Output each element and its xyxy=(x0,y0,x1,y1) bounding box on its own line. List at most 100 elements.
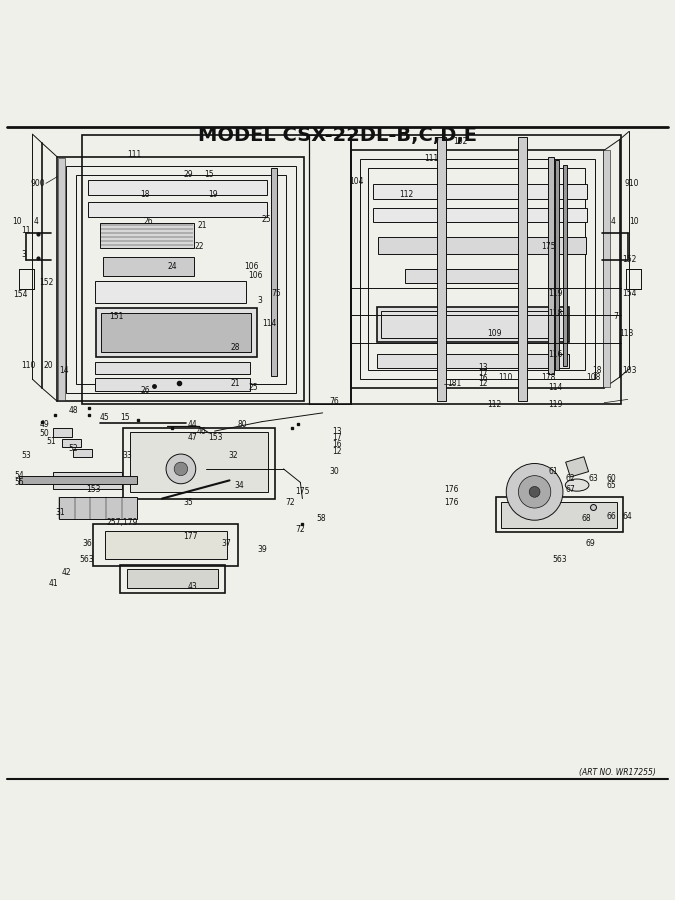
Circle shape xyxy=(166,454,196,484)
Text: 18: 18 xyxy=(140,191,150,200)
Text: 50: 50 xyxy=(39,429,49,438)
Text: 900: 900 xyxy=(30,179,45,188)
Text: 61: 61 xyxy=(548,467,558,476)
Bar xyxy=(120,565,225,593)
Bar xyxy=(58,158,65,400)
Text: 26: 26 xyxy=(140,386,150,395)
Text: 16: 16 xyxy=(478,374,487,383)
Text: 112: 112 xyxy=(400,191,414,200)
Text: 109: 109 xyxy=(487,329,502,338)
Text: 119: 119 xyxy=(548,400,562,409)
Bar xyxy=(19,269,34,290)
Text: 154: 154 xyxy=(14,290,28,299)
Circle shape xyxy=(518,475,551,508)
Bar xyxy=(62,438,81,446)
Bar xyxy=(96,308,256,356)
Bar xyxy=(351,136,621,404)
Text: 177: 177 xyxy=(184,532,198,541)
Text: 110: 110 xyxy=(498,373,512,382)
Text: 52: 52 xyxy=(69,444,78,453)
Text: 10: 10 xyxy=(629,218,639,227)
Text: 76: 76 xyxy=(329,397,339,406)
Bar xyxy=(563,166,567,366)
Text: 24: 24 xyxy=(167,262,177,271)
Text: 51: 51 xyxy=(46,437,55,446)
Bar xyxy=(93,524,238,566)
Text: 75: 75 xyxy=(271,289,281,298)
Bar xyxy=(101,313,251,352)
Text: 106: 106 xyxy=(244,262,259,271)
Text: 80: 80 xyxy=(238,419,247,428)
Text: 14: 14 xyxy=(59,365,69,374)
Text: 17: 17 xyxy=(478,369,487,378)
Text: 116: 116 xyxy=(548,349,562,358)
Text: 153: 153 xyxy=(208,433,222,442)
Circle shape xyxy=(506,464,563,520)
Text: 12: 12 xyxy=(478,380,487,389)
Text: 111: 111 xyxy=(424,154,438,163)
Text: 64: 64 xyxy=(622,511,632,520)
Text: 18: 18 xyxy=(593,365,602,374)
Bar xyxy=(603,150,610,387)
Bar xyxy=(123,428,275,499)
Bar xyxy=(76,175,286,383)
Text: 153: 153 xyxy=(86,484,101,493)
Text: 54: 54 xyxy=(15,472,24,481)
Text: 3: 3 xyxy=(258,296,263,305)
Text: 152: 152 xyxy=(39,278,53,287)
Bar xyxy=(105,531,227,560)
Text: 175: 175 xyxy=(296,488,310,497)
Text: 111: 111 xyxy=(127,149,141,158)
Text: 15: 15 xyxy=(120,413,130,422)
Text: 28: 28 xyxy=(231,343,240,352)
Text: 20: 20 xyxy=(44,361,53,370)
Bar xyxy=(377,307,569,342)
Text: 3: 3 xyxy=(22,249,26,259)
Text: 25: 25 xyxy=(262,214,271,223)
Text: 31: 31 xyxy=(55,508,65,517)
Text: 44: 44 xyxy=(188,419,197,428)
Text: 42: 42 xyxy=(62,569,72,578)
Text: 34: 34 xyxy=(235,481,244,490)
Text: 29: 29 xyxy=(184,170,193,179)
Bar xyxy=(555,160,559,371)
Bar xyxy=(378,238,586,254)
Bar xyxy=(95,363,250,374)
Text: MODEL CSX-22DL-B,C,D,E: MODEL CSX-22DL-B,C,D,E xyxy=(198,126,477,145)
Text: 30: 30 xyxy=(329,467,339,476)
Text: 104: 104 xyxy=(350,176,364,186)
Text: 178: 178 xyxy=(541,373,556,382)
Text: 151: 151 xyxy=(109,312,124,321)
Text: 112: 112 xyxy=(487,400,502,409)
Text: 7: 7 xyxy=(613,312,618,321)
Text: 102: 102 xyxy=(454,137,468,146)
Bar xyxy=(271,167,277,376)
Bar xyxy=(373,209,587,222)
Bar xyxy=(59,497,137,518)
Text: 60: 60 xyxy=(606,473,616,482)
Text: 32: 32 xyxy=(228,451,238,460)
Bar xyxy=(501,502,617,527)
Text: 45: 45 xyxy=(100,413,109,422)
Text: 72: 72 xyxy=(296,525,305,534)
Bar xyxy=(95,379,250,391)
Text: 43: 43 xyxy=(188,582,197,591)
Text: (ART NO. WR17255): (ART NO. WR17255) xyxy=(579,769,656,778)
Text: 33: 33 xyxy=(123,451,132,460)
Bar xyxy=(405,269,523,283)
Text: 16: 16 xyxy=(332,440,342,449)
Text: 257,179: 257,179 xyxy=(107,518,138,527)
Text: 114: 114 xyxy=(262,319,276,328)
Text: 152: 152 xyxy=(622,256,637,265)
Bar xyxy=(518,137,526,401)
Bar xyxy=(57,158,304,401)
Ellipse shape xyxy=(565,479,589,491)
Text: 66: 66 xyxy=(606,511,616,520)
Bar xyxy=(66,166,296,392)
Text: 154: 154 xyxy=(622,289,637,298)
Bar xyxy=(626,269,641,290)
Bar xyxy=(496,497,623,533)
Text: 176: 176 xyxy=(444,484,458,493)
Bar xyxy=(53,428,72,436)
Text: 119: 119 xyxy=(548,289,562,298)
